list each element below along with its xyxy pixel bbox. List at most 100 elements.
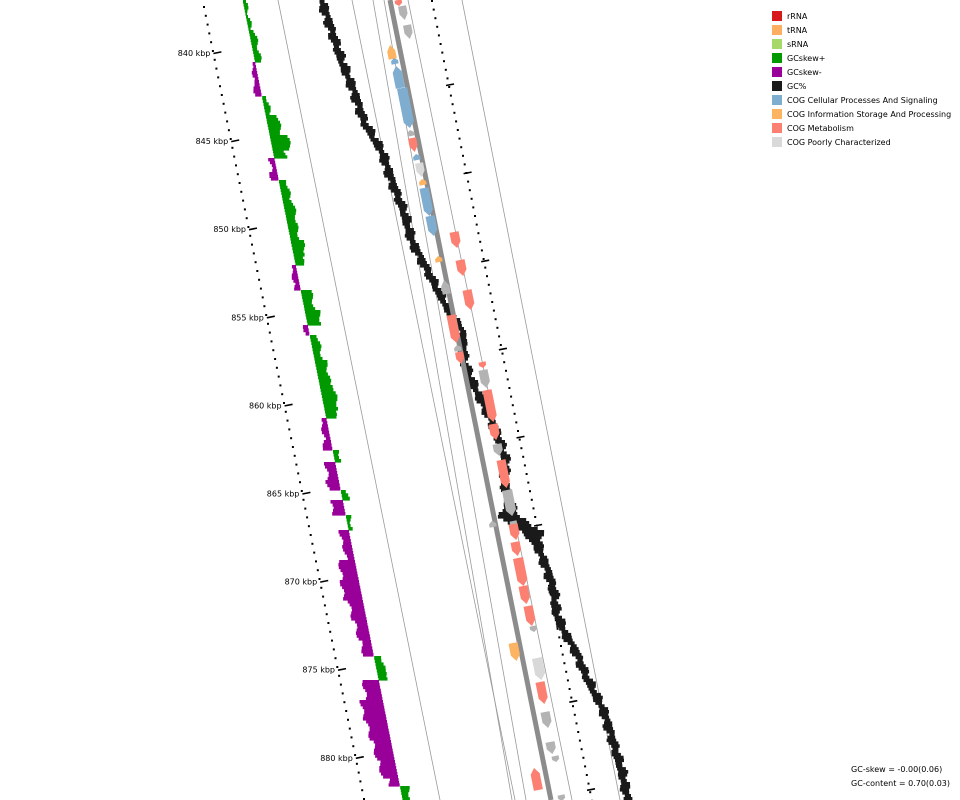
ruler-dot — [336, 666, 339, 668]
gc-skew-positive-bar — [286, 217, 295, 221]
gc-skew-positive-bar — [247, 24, 252, 28]
outer-ruler-dot — [470, 197, 473, 200]
track-guide-line — [277, 0, 441, 800]
gc-skew-positive-bar — [288, 225, 299, 230]
gc-content-bar — [423, 267, 432, 271]
gc-skew-positive-bar — [315, 360, 328, 364]
gc-skew-negative-bar — [272, 169, 277, 173]
gc-content-bar — [476, 400, 486, 404]
ruler-tick-label: 880 kbp — [320, 754, 353, 763]
outer-ruler-dot — [513, 412, 516, 415]
outer-ruler-dot — [511, 404, 514, 407]
gc-content-bar — [531, 541, 543, 545]
legend-label: COG Information Storage And Processing — [787, 109, 952, 119]
gc-content-bar — [432, 285, 438, 289]
legend-label: GC% — [787, 81, 807, 91]
gene-arrow-poorly-characterized — [492, 443, 503, 456]
gc-content-bar — [468, 382, 479, 387]
gc-skew-positive-bar — [311, 341, 321, 345]
ruler-dot — [315, 560, 317, 563]
gc-skew-negative-bar — [362, 717, 387, 721]
gc-skew-negative-bar — [381, 772, 398, 776]
outer-ruler-dot — [499, 344, 502, 346]
gene-features-track — [387, 0, 566, 800]
gc-content-bar — [555, 621, 566, 625]
outer-ruler-dot — [582, 756, 585, 759]
gc-skew-positive-bar — [333, 450, 339, 454]
gc-skew-negative-bar — [349, 602, 364, 607]
ruler-dot — [247, 226, 250, 228]
gc-skew-positive-bar — [303, 301, 312, 305]
gc-content-bar — [474, 397, 485, 401]
outer-ruler-dot — [482, 258, 485, 260]
gc-skew-positive-bar — [316, 366, 327, 370]
gc-skew-positive-bar — [307, 322, 321, 326]
outer-ruler-dot — [503, 361, 506, 364]
gc-skew-negative-bar — [291, 273, 298, 278]
gc-content-bar — [340, 66, 351, 70]
gc-skew-negative-bar — [356, 634, 370, 638]
gc-content-bar — [460, 330, 467, 334]
gc-skew-positive-bar — [273, 152, 286, 156]
gc-skew-positive-bar — [377, 674, 387, 678]
gc-skew-positive-bar — [290, 237, 300, 241]
outer-ruler-dot — [472, 206, 475, 209]
outer-ruler-dot — [568, 688, 571, 690]
gc-skew-positive-bar — [314, 356, 323, 361]
gene-arrow-metabolism — [408, 137, 418, 152]
ruler-tick-label: 875 kbp — [302, 666, 335, 675]
gc-content-bar — [352, 90, 358, 94]
gene-arrow-metabolism — [394, 0, 403, 6]
outer-ruler-dot — [456, 129, 459, 131]
outer-ruler-dot — [554, 619, 557, 622]
gc-content-bar — [367, 132, 375, 136]
gc-skew-negative-bar — [324, 433, 330, 438]
gc-content-bar — [365, 129, 376, 133]
gc-content-bar — [361, 120, 367, 124]
gc-skew-positive-bar — [267, 123, 282, 128]
gc-content-bar — [604, 718, 611, 723]
gc-content-bar — [480, 402, 487, 407]
outer-ruler-dot — [432, 8, 435, 11]
gc-skew-negative-bar — [254, 80, 259, 84]
gc-skew-positive-bar — [348, 527, 353, 531]
outer-ruler-dot — [484, 266, 487, 269]
ruler-dot — [316, 569, 319, 572]
gc-skew-positive-bar — [317, 372, 328, 377]
gc-skew-negative-bar — [339, 580, 359, 584]
ruler-dot — [320, 586, 323, 589]
gc-content-bar — [501, 457, 511, 461]
gc-skew-positive-bar — [326, 415, 337, 419]
gene-arrow-cellular-processes — [392, 66, 405, 89]
gc-skew-positive-bar — [292, 246, 305, 251]
gc-content-bar — [436, 294, 447, 298]
gc-skew-positive-bar — [325, 412, 337, 416]
ruler-dot — [243, 208, 246, 211]
gc-content-bar — [399, 207, 407, 211]
outer-ruler-dot — [548, 584, 550, 587]
gc-content-bar — [462, 365, 472, 370]
gc-content-bar — [378, 150, 385, 154]
ruler-dot — [215, 67, 218, 70]
gc-skew-positive-bar — [270, 138, 290, 142]
legend-swatch — [772, 137, 782, 147]
gc-skew-negative-bar — [330, 500, 343, 504]
outer-ruler-tick — [463, 171, 472, 175]
gc-content-bar — [334, 51, 345, 55]
gc-content-bar — [559, 627, 566, 631]
gc-content-bar — [460, 354, 470, 358]
gc-content-bar — [402, 222, 410, 226]
gc-skew-negative-bar — [271, 163, 276, 167]
gc-content-bar — [549, 581, 557, 585]
gc-skew-negative-bar — [350, 614, 366, 618]
outer-ruler-dot — [518, 438, 521, 441]
gene-arrow-poorly-characterized — [540, 711, 552, 728]
ruler-dot — [313, 551, 316, 554]
ruler-dot — [222, 102, 225, 105]
gc-content-bar — [601, 715, 610, 720]
gc-content-bar — [567, 641, 575, 645]
gc-content-bar — [417, 261, 427, 265]
gc-skew-positive-bar — [377, 672, 387, 676]
gc-content-bar — [357, 105, 363, 109]
gc-content-bar — [599, 710, 609, 714]
